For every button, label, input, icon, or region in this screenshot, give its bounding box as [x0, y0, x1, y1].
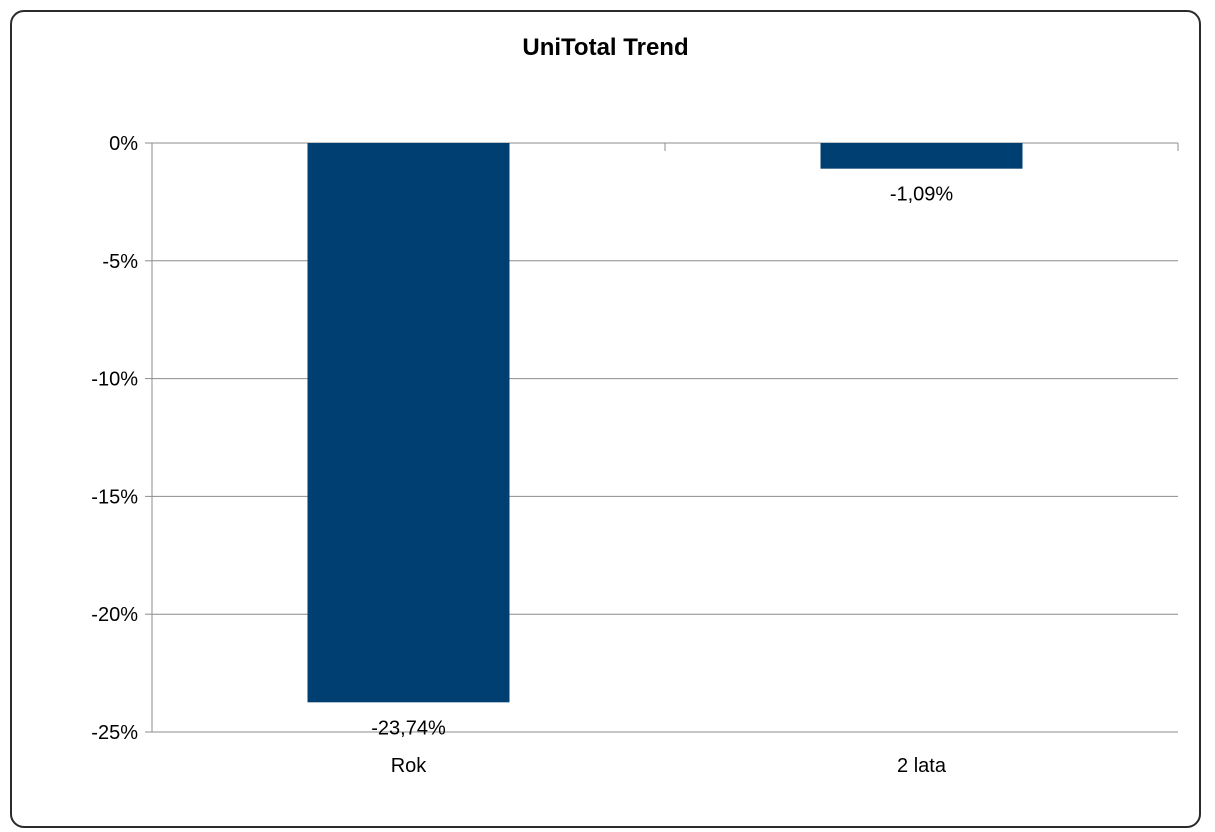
- chart-title: UniTotal Trend: [522, 34, 689, 61]
- bar-0: [307, 143, 510, 703]
- data-label-1: -1,09%: [890, 184, 954, 206]
- axes: [145, 142, 1179, 733]
- y-tick-label: -20%: [91, 604, 138, 626]
- y-tick-label: -5%: [102, 251, 138, 273]
- gridlines: [152, 142, 1178, 733]
- y-tick-label: -10%: [91, 369, 138, 391]
- y-tick-label: 0%: [109, 133, 138, 155]
- labels: 0% -5% -10% -15% -20% -25% -23,74% Rok -1,09% 2 l…: [91, 133, 953, 777]
- bar-1: [820, 143, 1023, 169]
- category-label-1: 2 lata: [897, 755, 947, 777]
- y-tick-label: -25%: [91, 722, 138, 744]
- y-tick-label: -15%: [91, 486, 138, 508]
- category-label-0: Rok: [391, 755, 428, 777]
- bars: [307, 143, 1023, 703]
- data-label-0: -23,74%: [371, 717, 446, 739]
